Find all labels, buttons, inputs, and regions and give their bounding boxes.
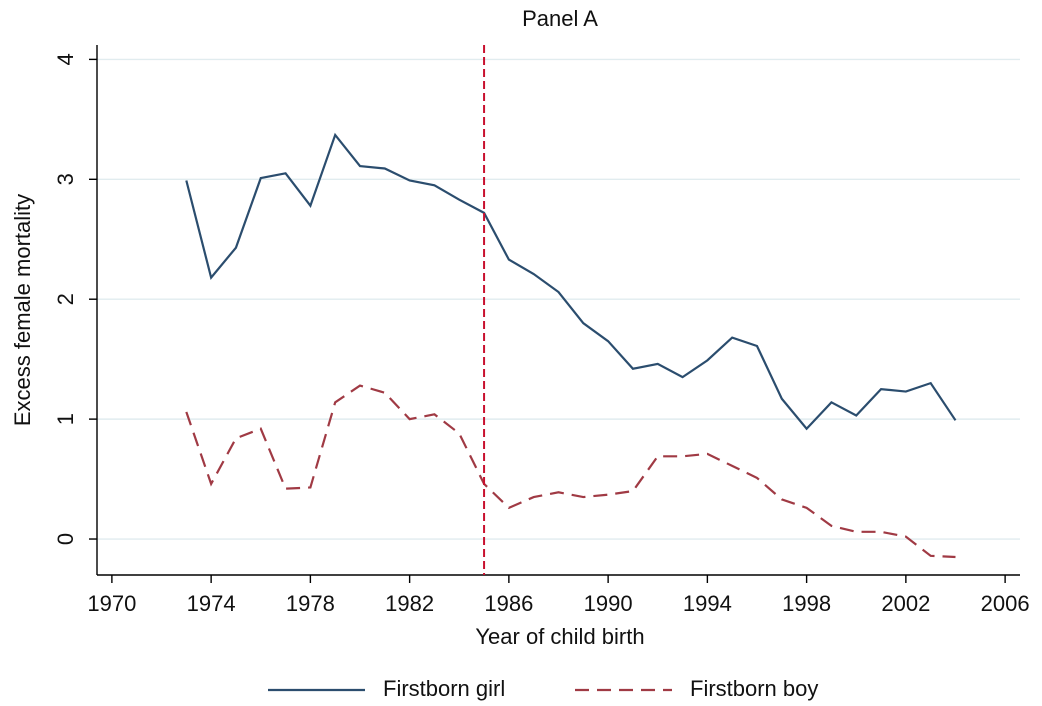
y-tick-label: 3	[53, 173, 78, 185]
x-tick-label: 1990	[584, 591, 633, 616]
x-tick-label: 2006	[981, 591, 1030, 616]
y-axis-label: Excess female mortality	[10, 194, 35, 426]
x-tick-label: 1974	[187, 591, 236, 616]
x-tick-label: 1994	[683, 591, 732, 616]
y-tick-label: 2	[53, 293, 78, 305]
data-line	[185, 384, 956, 559]
x-tick-label: 1978	[286, 591, 335, 616]
x-tick-label: 2002	[881, 591, 930, 616]
legend-label: Firstborn boy	[690, 676, 818, 701]
x-axis-label: Year of child birth	[475, 624, 644, 649]
x-tick-label: 1982	[385, 591, 434, 616]
legend-label: Firstborn girl	[383, 676, 505, 701]
data-line	[185, 132, 957, 431]
x-tick-label: 1986	[484, 591, 533, 616]
x-tick-label: 1970	[87, 591, 136, 616]
chart-title: Panel A	[522, 6, 598, 31]
y-tick-label: 4	[53, 53, 78, 65]
y-tick-label: 1	[53, 413, 78, 425]
y-tick-label: 0	[53, 533, 78, 545]
x-tick-label: 1998	[782, 591, 831, 616]
